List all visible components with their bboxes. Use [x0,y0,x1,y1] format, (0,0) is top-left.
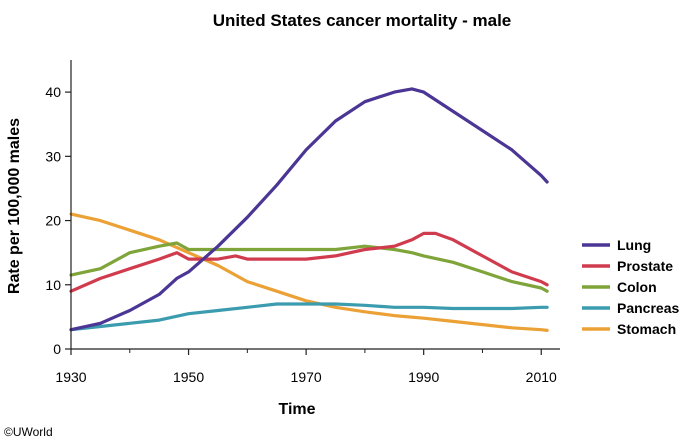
x-ticks: 1930 1950 1970 1990 2010 [55,349,557,385]
series-line-lung [69,87,549,332]
y-axis-title: Rate per 100,000 males [6,118,23,294]
y-tick-label: 20 [45,213,61,229]
y-ticks: 0 10 20 30 40 [45,84,71,357]
x-tick-label: 1930 [55,369,86,385]
legend-label-pancreas: Pancreas [617,300,679,316]
x-tick-label: 1950 [173,369,204,385]
y-tick-label: 0 [53,341,61,357]
credit-label: ©UWorld [4,425,53,439]
legend-label-colon: Colon [617,279,657,295]
legend-label-stomach: Stomach [617,321,676,337]
series-line-prostate [69,231,549,293]
series-line-pancreas [69,302,549,332]
x-tick-label: 1970 [291,369,322,385]
x-tick-label: 2010 [526,369,557,385]
x-axis-title: Time [278,401,315,418]
y-tick-label: 30 [45,148,61,164]
chart-title: United States cancer mortality - male [213,11,512,30]
y-tick-label: 10 [45,277,61,293]
series-line-colon [69,241,549,293]
legend: Lung Prostate Colon Pancreas Stomach [582,237,679,337]
y-tick-label: 40 [45,84,61,100]
series-line-stomach [69,212,549,332]
plot-lines [69,87,549,332]
x-tick-label: 1990 [408,369,439,385]
legend-label-lung: Lung [617,237,651,253]
legend-label-prostate: Prostate [617,258,673,274]
